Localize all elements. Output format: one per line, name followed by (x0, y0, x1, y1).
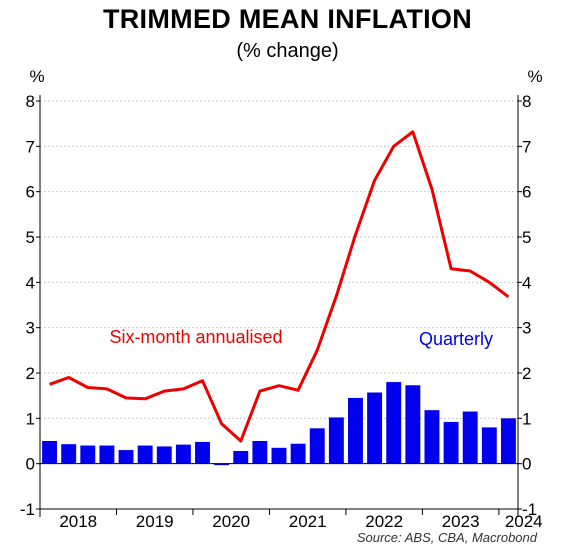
bar-quarterly (271, 447, 287, 464)
bar-quarterly (500, 418, 516, 464)
y-tick-label-right: -1 (522, 500, 537, 519)
bar-quarterly (175, 444, 191, 464)
y-tick-label-left: 4 (26, 273, 35, 292)
chart-subtitle: (% change) (236, 40, 339, 62)
bar-quarterly (424, 410, 440, 464)
bar-quarterly (348, 397, 363, 464)
bar-quarterly (42, 441, 58, 464)
series-label-six-month: Six-month annualised (109, 327, 282, 347)
label-layer: Six-month annualised Quarterly (109, 327, 493, 349)
x-tick-label: 2022 (365, 512, 403, 531)
bar-layer (42, 382, 516, 466)
y-tick-label-left: 7 (26, 137, 35, 156)
bar-quarterly (99, 445, 115, 464)
y-tick-label-right: 6 (522, 183, 531, 202)
bar-quarterly (405, 385, 421, 464)
y-tick-label-left: 6 (26, 183, 35, 202)
bar-quarterly (386, 382, 402, 464)
y-tick-label-right: 0 (522, 455, 531, 474)
bar-quarterly (80, 445, 96, 464)
y-tick-label-right: 2 (522, 364, 531, 383)
axis-layer: -1 -1 0 0 1 1 2 2 3 3 4 4 5 5 6 6 7 7 8 8% % 2018 2019 2020 2021… (20, 67, 543, 531)
y-tick-label-right: 4 (522, 273, 531, 292)
x-tick-label: 2018 (59, 512, 97, 531)
y-tick-label-right: 3 (522, 319, 531, 338)
y-axis-unit-right: % (527, 67, 542, 86)
bar-quarterly (156, 446, 172, 464)
bar-quarterly (195, 441, 210, 464)
y-tick-label-right: 8 (522, 92, 531, 111)
series-label-quarterly: Quarterly (419, 329, 493, 349)
y-tick-label-left: 1 (26, 409, 35, 428)
x-tick-label: 2020 (212, 512, 250, 531)
bar-quarterly (252, 441, 268, 464)
x-tick-label: 2023 (442, 512, 480, 531)
x-tick-label: 2024 (505, 512, 543, 531)
bar-quarterly (462, 411, 478, 464)
y-tick-label-right: 7 (522, 137, 531, 156)
x-tick-label: 2019 (136, 512, 174, 531)
bar-quarterly (443, 421, 459, 464)
y-tick-label-right: 5 (522, 228, 531, 247)
bar-quarterly (481, 427, 497, 464)
bar-quarterly (61, 444, 77, 464)
y-tick-label-left: -1 (20, 500, 35, 519)
line-six-month-annualised (49, 130, 510, 443)
bar-quarterly (367, 392, 383, 464)
bar-quarterly (328, 417, 344, 464)
bar-quarterly (118, 450, 134, 464)
bar-quarterly (233, 450, 249, 464)
y-tick-label-left: 5 (26, 228, 35, 247)
source-note: Source: ABS, CBA, Macrobond (356, 530, 537, 545)
bar-quarterly (290, 443, 306, 464)
bar-quarterly (214, 463, 230, 466)
y-tick-label-left: 3 (26, 319, 35, 338)
y-tick-label-right: 1 (522, 409, 531, 428)
bar-quarterly (137, 445, 153, 464)
line-layer (49, 130, 510, 443)
x-tick-label: 2021 (289, 512, 327, 531)
chart-title: TRIMMED MEAN INFLATION (102, 4, 473, 34)
bar-quarterly (309, 428, 325, 464)
y-tick-label-left: 0 (26, 455, 35, 474)
y-tick-label-left: 8 (26, 92, 35, 111)
y-tick-label-left: 2 (26, 364, 35, 383)
y-axis-unit-left: % (29, 67, 44, 86)
